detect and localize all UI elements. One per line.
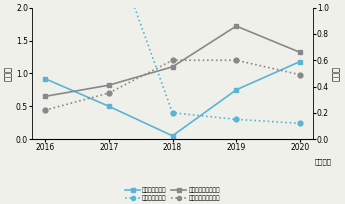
総合建設業の度数率 (43, 95, 47, 98)
検査部の強度率 (298, 122, 302, 125)
総合建設業の強度率 (234, 59, 238, 61)
総合建設業の強度率 (298, 73, 302, 76)
Y-axis label: 強度率: 強度率 (332, 66, 341, 81)
Line: 検査部の強度率: 検査部の強度率 (42, 0, 303, 126)
Line: 総合建設業の強度率: 総合建設業の強度率 (42, 58, 303, 113)
Line: 総合建設業の度数率: 総合建設業の度数率 (42, 24, 303, 99)
検査部の度数率 (170, 135, 175, 137)
総合建設業の度数率 (298, 51, 302, 54)
総合建設業の強度率 (170, 59, 175, 61)
検査部の度数率 (234, 89, 238, 91)
総合建設業の度数率 (170, 66, 175, 68)
検査部の強度率 (234, 118, 238, 121)
総合建設業の強度率 (43, 109, 47, 111)
Y-axis label: 度数率: 度数率 (4, 66, 13, 81)
Line: 検査部の度数率: 検査部の度数率 (42, 59, 303, 138)
総合建設業の強度率 (107, 92, 111, 94)
検査部の強度率 (170, 112, 175, 114)
総合建設業の度数率 (234, 25, 238, 27)
Text: （年度）: （年度） (314, 159, 331, 165)
総合建設業の度数率 (107, 84, 111, 86)
検査部の度数率 (43, 77, 47, 80)
Legend: 検査部の度数率, 検査部の強度率, 総合建設業の度数率, 総合建設業の強度率: 検査部の度数率, 検査部の強度率, 総合建設業の度数率, 総合建設業の強度率 (125, 187, 220, 201)
検査部の度数率 (107, 105, 111, 108)
検査部の度数率 (298, 60, 302, 63)
